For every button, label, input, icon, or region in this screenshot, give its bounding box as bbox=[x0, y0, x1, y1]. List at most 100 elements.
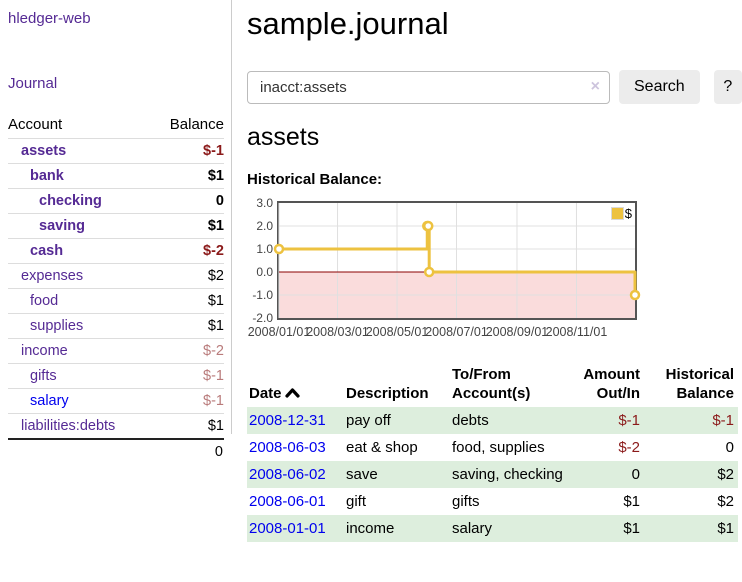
account-row: saving $1 bbox=[8, 213, 224, 239]
account-row: expenses $2 bbox=[8, 263, 224, 289]
transaction-amount: $-1 bbox=[618, 412, 640, 429]
search-input[interactable] bbox=[247, 70, 610, 104]
transaction-accounts: salary bbox=[452, 520, 493, 537]
account-row: checking 0 bbox=[8, 188, 224, 214]
account-link[interactable]: cash bbox=[30, 243, 64, 259]
account-heading: assets bbox=[247, 123, 320, 151]
transaction-amount: $1 bbox=[623, 493, 640, 510]
x-axis-tick-label: 2008/05/01 bbox=[365, 325, 429, 339]
account-link[interactable]: income bbox=[21, 343, 68, 359]
accounts-total-row: 0 bbox=[8, 438, 224, 464]
account-link[interactable]: assets bbox=[21, 143, 67, 159]
transaction-balance: $1 bbox=[717, 520, 734, 537]
accounts-total-value: 0 bbox=[151, 438, 224, 464]
account-row: bank $1 bbox=[8, 163, 224, 189]
account-balance: 0 bbox=[151, 188, 224, 214]
transaction-date-link[interactable]: 2008-01-01 bbox=[249, 520, 326, 537]
account-link[interactable]: salary bbox=[30, 393, 69, 409]
historical-balance-chart: $ 3.0 2.0 1.0 0.0 -1.0 -2.0 2008/01/01 2008/03… bbox=[247, 197, 742, 341]
account-row: food $1 bbox=[8, 288, 224, 314]
x-axis-tick-label: 2008/07/01 bbox=[425, 325, 488, 339]
register-column-header: Historical Balance bbox=[665, 366, 734, 402]
transaction-row: 2008-06-01 gift gifts $1 $2 bbox=[247, 488, 738, 515]
transaction-amount: $-2 bbox=[618, 439, 640, 456]
search-button[interactable]: Search bbox=[619, 70, 700, 104]
account-balance: $2 bbox=[151, 263, 224, 289]
transaction-balance: $-1 bbox=[712, 412, 734, 429]
transaction-row: 2008-06-03 eat & shop food, supplies $-2… bbox=[247, 434, 738, 461]
account-link[interactable]: supplies bbox=[30, 318, 84, 334]
transaction-balance: $2 bbox=[717, 493, 734, 510]
account-link[interactable]: checking bbox=[39, 193, 102, 209]
account-balance: $1 bbox=[151, 413, 224, 439]
y-axis-tick-label: 3.0 bbox=[256, 196, 273, 210]
account-balance: $1 bbox=[151, 288, 224, 314]
x-axis-tick-label: 2008/11/01 bbox=[545, 325, 608, 339]
account-balance: $-1 bbox=[151, 388, 224, 414]
sort-ascending-icon[interactable] bbox=[284, 387, 300, 398]
transaction-row: 2008-12-31 pay off debts $-1 $-1 bbox=[247, 407, 738, 434]
account-balance: $-2 bbox=[151, 238, 224, 264]
main-content: sample.journal × Search ? assets Histori… bbox=[247, 0, 742, 542]
transaction-accounts: saving, checking bbox=[452, 466, 563, 483]
legend-swatch-icon bbox=[610, 207, 624, 220]
account-row: gifts $-1 bbox=[8, 363, 224, 389]
transaction-date-link[interactable]: 2008-06-01 bbox=[249, 493, 326, 510]
search-form: × Search ? bbox=[247, 70, 742, 104]
account-balance: $-1 bbox=[151, 363, 224, 389]
account-balance: $1 bbox=[151, 213, 224, 239]
account-link[interactable]: food bbox=[30, 293, 59, 309]
account-link[interactable]: gifts bbox=[30, 368, 57, 384]
register-column-header[interactable]: Date bbox=[247, 363, 344, 407]
transaction-accounts: food, supplies bbox=[452, 439, 545, 456]
transaction-row: 2008-01-01 income salary $1 $1 bbox=[247, 515, 738, 542]
chart-title: Historical Balance: bbox=[247, 171, 383, 188]
account-balance: $1 bbox=[151, 313, 224, 339]
transaction-accounts: debts bbox=[452, 412, 489, 429]
y-axis-tick-label: 1.0 bbox=[256, 242, 273, 256]
accounts-header-account: Account bbox=[8, 116, 63, 133]
account-row: liabilities:debts $1 bbox=[8, 413, 224, 439]
x-axis-tick-label: 2008/09/01 bbox=[485, 325, 549, 339]
account-row: income $-2 bbox=[8, 338, 224, 364]
sidebar-item-journal[interactable]: Journal bbox=[8, 75, 58, 92]
accounts-table: Account Balance assets $-1 bank $1 check… bbox=[8, 113, 224, 464]
account-link[interactable]: expenses bbox=[21, 268, 84, 284]
y-axis-tick-label: -1.0 bbox=[252, 288, 273, 302]
y-axis-tick-label: 2.0 bbox=[256, 219, 273, 233]
sidebar: hledger-web Journal Account Balance asse… bbox=[0, 0, 232, 464]
brand-link[interactable]: hledger-web bbox=[8, 10, 91, 27]
account-link[interactable]: saving bbox=[39, 218, 85, 234]
register-table: Date Description To/From Account(s) Amount Ou… bbox=[247, 363, 738, 542]
account-row: salary $-1 bbox=[8, 388, 224, 414]
transaction-description: income bbox=[346, 520, 395, 537]
transaction-description: pay off bbox=[346, 412, 391, 429]
register-column-header: To/From Account(s) bbox=[452, 366, 531, 402]
page-title: sample.journal bbox=[247, 6, 449, 41]
account-link[interactable]: bank bbox=[30, 168, 64, 184]
y-axis-tick-label: -2.0 bbox=[252, 311, 273, 325]
clear-search-icon[interactable]: × bbox=[590, 77, 600, 95]
accounts-table-body: assets $-1 bank $1 checking 0 saving $1 … bbox=[8, 138, 224, 439]
legend-label: $ bbox=[624, 206, 632, 221]
account-row: supplies $1 bbox=[8, 313, 224, 339]
account-balance: $1 bbox=[151, 163, 224, 189]
transaction-balance: 0 bbox=[725, 439, 734, 456]
transaction-date-link[interactable]: 2008-12-31 bbox=[249, 412, 326, 429]
accounts-header-balance: Balance bbox=[169, 116, 224, 133]
register-column-header: Amount Out/In bbox=[583, 366, 640, 402]
transaction-accounts: gifts bbox=[452, 493, 480, 510]
account-row: cash $-2 bbox=[8, 238, 224, 264]
account-row: assets $-1 bbox=[8, 138, 224, 164]
account-link[interactable]: liabilities:debts bbox=[21, 418, 116, 434]
transaction-date-link[interactable]: 2008-06-02 bbox=[249, 466, 326, 483]
transaction-description: eat & shop bbox=[346, 439, 418, 456]
transaction-description: save bbox=[346, 466, 378, 483]
account-balance: $-2 bbox=[151, 338, 224, 364]
transaction-date-link[interactable]: 2008-06-03 bbox=[249, 439, 326, 456]
help-button[interactable]: ? bbox=[713, 70, 742, 104]
chart-legend: $ bbox=[610, 206, 632, 221]
chart-plot-area: $ bbox=[273, 201, 641, 320]
transaction-description: gift bbox=[346, 493, 367, 510]
y-axis-tick-label: 0.0 bbox=[256, 265, 273, 279]
